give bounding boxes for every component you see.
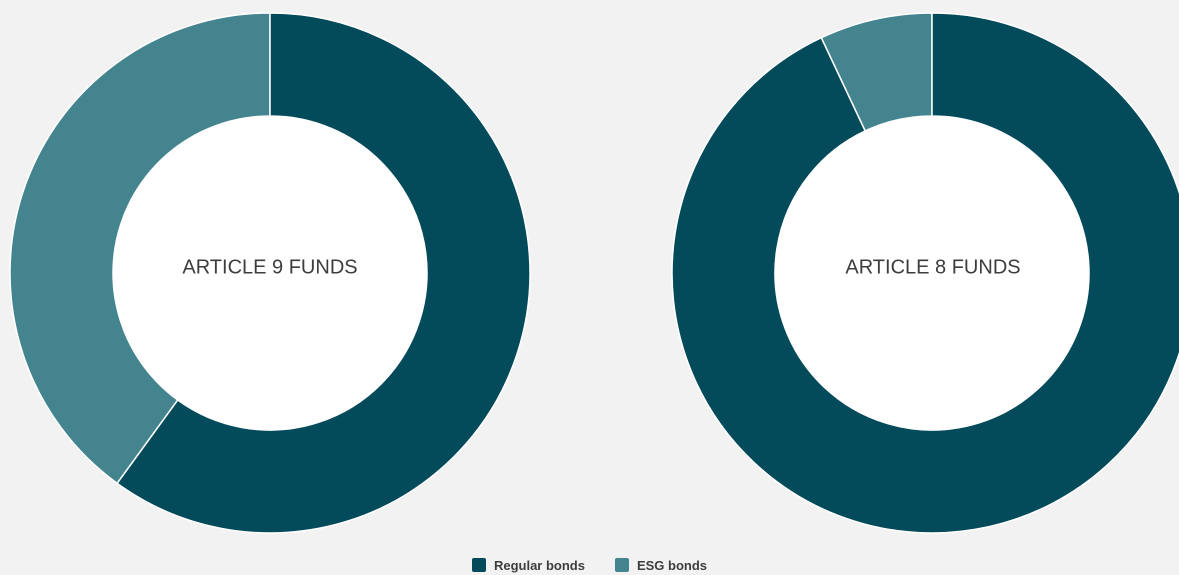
donut-chart-article-9: ARTICLE 9 FUNDS — [9, 12, 531, 534]
legend-swatch-regular — [471, 558, 486, 572]
center-label-article-9: ARTICLE 9 FUNDS — [182, 256, 357, 278]
legend-item-regular-bonds[interactable]: Regular bonds — [471, 557, 585, 573]
legend-swatch-esg — [614, 558, 629, 572]
donut-chart-article-8: ARTICLE 8 FUNDS — [671, 12, 1179, 534]
donut-hole — [113, 116, 427, 430]
legend-item-esg-bonds[interactable]: ESG bonds — [614, 557, 708, 573]
legend-label-esg: ESG bonds — [636, 557, 708, 573]
slice-regular-bonds[interactable] — [671, 12, 1179, 534]
legend-label-regular: Regular bonds — [493, 557, 585, 573]
slice-regular-bonds[interactable] — [116, 12, 531, 534]
center-label-article-8: ARTICLE 8 FUNDS — [845, 256, 1020, 278]
donut-hole — [775, 116, 1089, 430]
legend: Regular bonds ESG bonds — [0, 555, 1179, 575]
slice-esg-bonds[interactable] — [9, 12, 271, 485]
